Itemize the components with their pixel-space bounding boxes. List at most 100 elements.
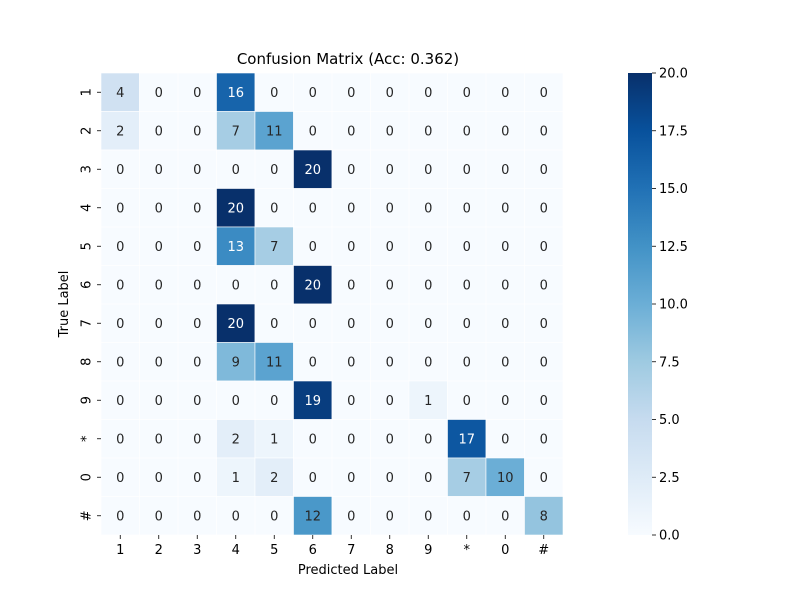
heatmap-cell [485, 226, 525, 266]
cell-value-label: 0 [155, 394, 163, 409]
heatmap-cell [177, 303, 217, 343]
cell-value-label: 0 [193, 278, 201, 293]
cell-value-label: 0 [501, 509, 509, 524]
cell-value-label: 0 [540, 163, 548, 178]
heatmap-cell [331, 265, 371, 305]
cell-value-label: 0 [424, 317, 432, 332]
cell-value-label: 1 [270, 432, 278, 447]
heatmap-cell [139, 72, 179, 112]
heatmap-cell [216, 342, 256, 382]
cell-value-label: 7 [270, 240, 278, 255]
heatmap-cell [254, 149, 294, 189]
cell-value-label: 20 [227, 201, 244, 216]
chart-title: Confusion Matrix (Acc: 0.362) [237, 50, 459, 68]
y-tick-label: 9 [80, 396, 95, 404]
cell-value-label: 20 [304, 163, 321, 178]
x-tick-label: 6 [309, 543, 317, 558]
heatmap-cell [408, 265, 448, 305]
y-tick-label: 3 [80, 165, 95, 173]
cell-value-label: 0 [116, 471, 124, 486]
heatmap-cell [370, 419, 410, 459]
heatmap-cell [447, 496, 487, 536]
colorbar-tick-label: 2.5 [659, 471, 680, 486]
cell-value-label: 0 [463, 317, 471, 332]
cell-value-label: 0 [347, 317, 355, 332]
heatmap-cell [370, 342, 410, 382]
cell-value-label: 0 [463, 394, 471, 409]
cell-value-label: 0 [501, 163, 509, 178]
cell-value-label: 0 [193, 432, 201, 447]
heatmap-cell [177, 342, 217, 382]
cell-value-label: 11 [266, 355, 283, 370]
heatmap-cells [100, 72, 564, 536]
x-tick-label: # [538, 543, 549, 558]
y-tick-label: * [80, 435, 95, 442]
cell-value-label: 20 [227, 317, 244, 332]
heatmap-cell [293, 226, 333, 266]
heatmap-cell [100, 149, 140, 189]
heatmap-cell [254, 226, 294, 266]
cell-value-label: 0 [386, 509, 394, 524]
cell-value-label: 0 [193, 471, 201, 486]
cell-value-label: 0 [309, 471, 317, 486]
cell-value-label: 0 [116, 240, 124, 255]
heatmap-cell [293, 111, 333, 151]
cell-value-label: 0 [463, 86, 471, 101]
heatmap-cell [331, 149, 371, 189]
cell-value-label: 0 [155, 163, 163, 178]
cell-value-label: 0 [386, 124, 394, 139]
cell-value-label: 0 [463, 509, 471, 524]
cell-value-label: 0 [501, 394, 509, 409]
cell-value-label: 0 [116, 432, 124, 447]
cell-value-label: 0 [347, 278, 355, 293]
cell-value-label: 0 [347, 163, 355, 178]
cell-value-label: 0 [116, 278, 124, 293]
heatmap-cell [139, 303, 179, 343]
cell-value-label: 0 [193, 201, 201, 216]
cell-value-label: 0 [116, 201, 124, 216]
cell-value-label: 0 [155, 201, 163, 216]
heatmap-cell [216, 72, 256, 112]
heatmap-cell [139, 380, 179, 420]
heatmap-cell [216, 303, 256, 343]
heatmap-cell [293, 265, 333, 305]
cell-value-label: 12 [304, 509, 321, 524]
heatmap-cell [254, 419, 294, 459]
heatmap-cell [331, 419, 371, 459]
cell-value-label: 0 [270, 163, 278, 178]
cell-value-label: 0 [386, 317, 394, 332]
cell-value-label: 0 [193, 317, 201, 332]
heatmap-cell [485, 188, 525, 228]
cell-value-label: 0 [232, 163, 240, 178]
cell-value-label: 0 [463, 355, 471, 370]
heatmap-cell [485, 111, 525, 151]
y-tick-label: 2 [80, 127, 95, 135]
cell-value-label: 0 [155, 124, 163, 139]
x-tick-label: 5 [270, 543, 278, 558]
heatmap-cell [177, 226, 217, 266]
cell-value-label: 0 [540, 394, 548, 409]
heatmap-cell [216, 111, 256, 151]
x-tick-label: 3 [193, 543, 201, 558]
cell-value-label: 0 [501, 240, 509, 255]
cell-value-label: 0 [309, 355, 317, 370]
cell-value-label: 0 [424, 432, 432, 447]
cell-value-label: 16 [227, 86, 244, 101]
cell-value-label: 0 [193, 124, 201, 139]
x-axis-ticks: 1 2 3 4 5 6 7 8 9 * 0 # [116, 535, 549, 558]
cell-value-label: 0 [463, 201, 471, 216]
cell-value-label: 0 [155, 471, 163, 486]
heatmap-cell [370, 265, 410, 305]
heatmap-cell [524, 496, 564, 536]
heatmap-cell [370, 457, 410, 497]
cell-value-label: 0 [232, 278, 240, 293]
cell-value-label: 0 [116, 509, 124, 524]
cell-value-label: 0 [270, 201, 278, 216]
heatmap-cell [370, 226, 410, 266]
y-tick-label: 0 [80, 473, 95, 481]
heatmap-cell [524, 111, 564, 151]
heatmap-cell [254, 111, 294, 151]
heatmap-cell [177, 188, 217, 228]
cell-value-label: 0 [155, 355, 163, 370]
